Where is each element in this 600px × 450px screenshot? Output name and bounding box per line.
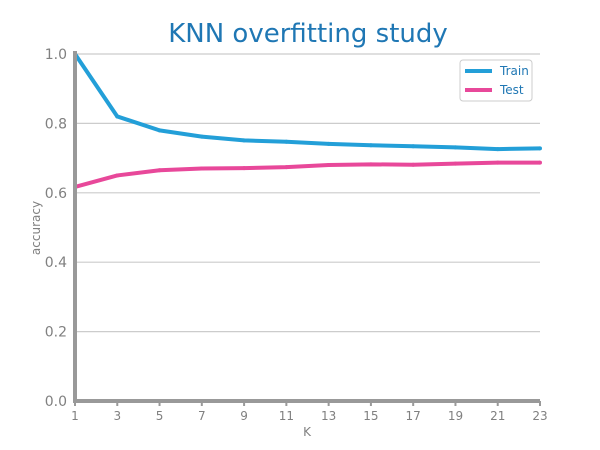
data-point-test — [368, 162, 373, 167]
series-lines — [73, 52, 542, 189]
y-tick-label: 0.0 — [45, 394, 67, 410]
x-tick-label: 13 — [321, 409, 336, 423]
data-point-test — [284, 165, 289, 170]
data-point-train — [157, 128, 162, 133]
data-point-train — [411, 144, 416, 149]
data-point-test — [326, 163, 331, 168]
y-tick-label: 0.4 — [45, 255, 67, 271]
x-tick-label: 17 — [406, 409, 421, 423]
chart-title: KNN overfitting study — [168, 19, 448, 49]
x-tick-label: 15 — [363, 409, 378, 423]
data-point-test — [115, 173, 120, 178]
data-point-test — [157, 168, 162, 173]
x-tick-label: 7 — [198, 409, 206, 423]
y-axis-label: accuracy — [29, 201, 43, 255]
data-point-test — [453, 161, 458, 166]
y-ticks: 0.0 0.2 0.4 0.6 0.8 1.0 — [45, 47, 67, 410]
data-point-train — [115, 114, 120, 119]
data-point-train — [284, 139, 289, 144]
data-point-test — [538, 160, 542, 165]
legend-label: Test — [499, 83, 524, 97]
data-point-train — [242, 138, 247, 143]
grid — [75, 53, 540, 333]
data-point-train — [368, 143, 373, 148]
data-point-test — [411, 162, 416, 167]
x-tick-label: 23 — [532, 409, 547, 423]
axes — [73, 51, 540, 403]
x-tick-label: 5 — [156, 409, 164, 423]
data-point-train — [495, 147, 500, 152]
y-tick-label: 0.8 — [45, 116, 67, 132]
data-point-train — [199, 134, 204, 139]
series-line-test — [74, 160, 540, 189]
y-tick-label: 0.6 — [45, 186, 67, 202]
data-point-test — [495, 160, 500, 165]
legend-label: Train — [499, 64, 529, 78]
legend: Train Test — [459, 59, 533, 102]
series-line-train — [73, 52, 541, 152]
y-tick-label: 1.0 — [45, 47, 67, 63]
x-axis-label: K — [303, 425, 312, 439]
data-point-test — [242, 166, 247, 171]
x-tick-label: 21 — [490, 409, 505, 423]
data-point-train — [326, 141, 331, 146]
x-ticks: 1 3 5 7 9 11 13 15 17 19 21 23 — [71, 401, 548, 423]
x-tick-label: 9 — [240, 409, 248, 423]
data-point-train — [453, 145, 458, 150]
x-tick-label: 3 — [113, 409, 121, 423]
x-tick-label: 11 — [279, 409, 294, 423]
data-point-train — [538, 146, 542, 151]
y-tick-label: 0.2 — [45, 325, 67, 341]
data-point-test — [199, 166, 204, 171]
x-tick-label: 1 — [71, 409, 79, 423]
x-tick-label: 19 — [448, 409, 463, 423]
